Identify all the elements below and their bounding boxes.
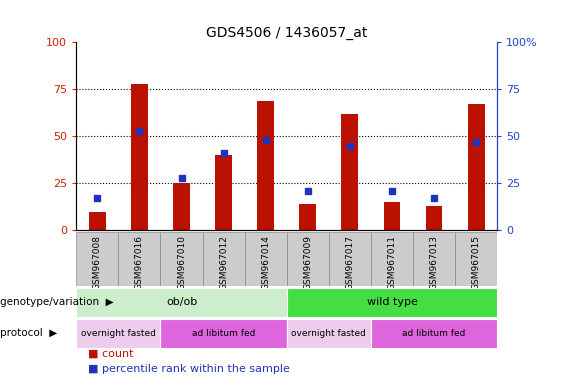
Bar: [257, 101, 274, 230]
Text: GSM967009: GSM967009: [303, 235, 312, 290]
Text: GSM967008: GSM967008: [93, 235, 102, 290]
Bar: [371, 232, 413, 286]
Text: GSM967013: GSM967013: [429, 235, 438, 290]
Bar: [76, 288, 287, 317]
Text: GSM967017: GSM967017: [345, 235, 354, 290]
Bar: [202, 232, 245, 286]
Bar: [329, 232, 371, 286]
Bar: [160, 319, 287, 348]
Bar: [215, 155, 232, 230]
Bar: [341, 114, 358, 230]
Bar: [173, 184, 190, 230]
Bar: [299, 204, 316, 230]
Bar: [468, 104, 485, 230]
Bar: [425, 206, 442, 230]
Title: GDS4506 / 1436057_at: GDS4506 / 1436057_at: [206, 26, 367, 40]
Text: ad libitum fed: ad libitum fed: [192, 329, 255, 338]
Bar: [287, 288, 497, 317]
Text: GSM967011: GSM967011: [388, 235, 397, 290]
Bar: [371, 319, 497, 348]
Bar: [131, 84, 148, 230]
Text: overnight fasted: overnight fasted: [292, 329, 366, 338]
Bar: [160, 232, 202, 286]
Bar: [89, 212, 106, 230]
Bar: [384, 202, 401, 230]
Bar: [76, 319, 160, 348]
Text: GSM967010: GSM967010: [177, 235, 186, 290]
Text: GSM967015: GSM967015: [472, 235, 481, 290]
Text: overnight fasted: overnight fasted: [81, 329, 156, 338]
Text: GSM967016: GSM967016: [135, 235, 144, 290]
Bar: [287, 232, 329, 286]
Text: wild type: wild type: [367, 297, 418, 308]
Bar: [245, 232, 287, 286]
Bar: [455, 232, 497, 286]
Text: ■ percentile rank within the sample: ■ percentile rank within the sample: [88, 364, 289, 374]
Text: GSM967012: GSM967012: [219, 235, 228, 290]
Text: ■ count: ■ count: [88, 348, 133, 358]
Bar: [76, 232, 119, 286]
Text: genotype/variation  ▶: genotype/variation ▶: [0, 297, 114, 308]
Text: GSM967014: GSM967014: [261, 235, 270, 290]
Bar: [119, 232, 160, 286]
Bar: [287, 319, 371, 348]
Text: protocol  ▶: protocol ▶: [0, 328, 57, 338]
Bar: [413, 232, 455, 286]
Text: ob/ob: ob/ob: [166, 297, 197, 308]
Text: ad libitum fed: ad libitum fed: [402, 329, 466, 338]
